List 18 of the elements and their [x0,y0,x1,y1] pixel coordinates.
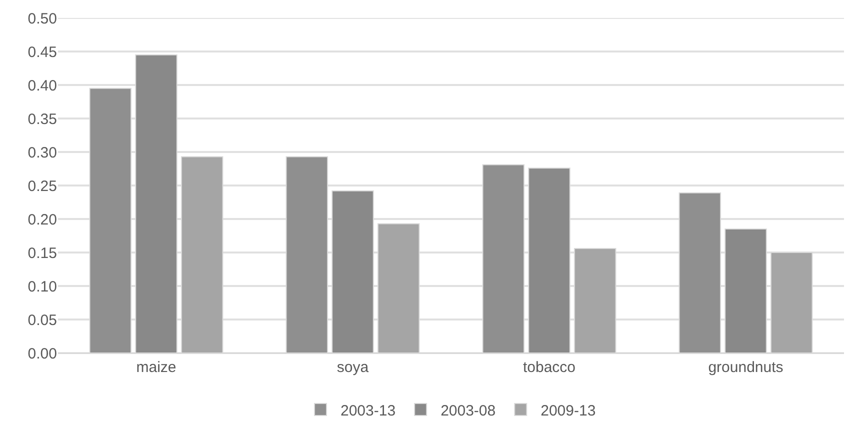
legend-label: 2003-08 [440,402,496,420]
y-tick-label: 0.35 [28,110,57,128]
y-tick-label: 0.30 [28,144,57,162]
y-tick-label: 0.10 [28,278,57,296]
y-tick-label: 0.25 [28,178,57,195]
y-tick-label: 0.20 [28,211,57,228]
y-tick-label: 0.05 [28,312,57,329]
y-tick-label: 0.40 [28,77,57,94]
legend-label: 2009-13 [540,402,596,420]
x-tick-label: soya [336,359,370,376]
legend-label: 2003-13 [340,402,396,420]
x-tick-label: tobacco [522,359,576,376]
y-tick-label: 0.00 [28,345,57,362]
x-tick-label: groundnuts [708,359,784,376]
y-tick-label: 0.50 [28,10,57,28]
x-tick-label: maize [136,359,176,376]
y-tick-label: 0.45 [28,44,57,61]
y-tick-label: 0.15 [28,244,57,262]
